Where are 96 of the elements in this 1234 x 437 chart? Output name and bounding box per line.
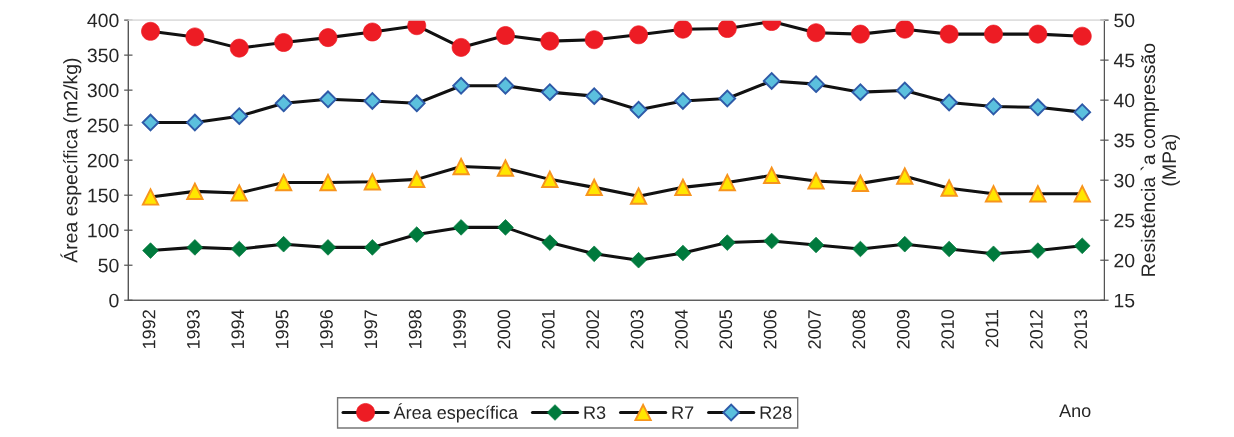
point (718, 173, 736, 192)
y-tick-label: 100 (88, 223, 119, 238)
y2-tick-label: 45 (1113, 53, 1135, 68)
x-tick-label: 1997 (364, 310, 378, 349)
point (807, 75, 825, 93)
point (496, 76, 515, 95)
legend-label: R28 (760, 406, 792, 419)
point (186, 182, 204, 200)
x-tick-label: 2001 (541, 310, 555, 349)
x-tick-label: 1998 (408, 310, 422, 349)
point (630, 252, 647, 269)
y2-tick-label: 30 (1114, 173, 1135, 188)
point (895, 81, 914, 100)
y-tick-label: 350 (87, 48, 119, 63)
point (940, 179, 958, 197)
point (585, 87, 604, 105)
point (186, 113, 204, 132)
y2-tick-label: 15 (1114, 293, 1135, 308)
y2-axis-title: Resistência `a compressão (MPa) (1140, 43, 1180, 276)
point (718, 89, 737, 108)
point (1073, 185, 1091, 203)
point (141, 113, 160, 132)
point (674, 92, 692, 110)
point (319, 90, 337, 109)
point (1029, 185, 1047, 203)
x-tick-label: 2008 (852, 310, 866, 349)
y-tick-label: 200 (87, 153, 119, 168)
point (363, 173, 381, 191)
x-tick-label: 1992 (142, 310, 156, 349)
y2-tick-label: 35 (1114, 133, 1135, 148)
x-tick-label: 2005 (719, 310, 733, 349)
y-tick-label: 400 (87, 13, 119, 28)
x-tick-label: 2000 (497, 309, 511, 349)
point (585, 178, 603, 196)
point (230, 107, 249, 125)
point (1029, 242, 1047, 259)
y-tick-label: 300 (87, 83, 119, 98)
point (1029, 98, 1047, 117)
y2-tick-label: 20 (1114, 253, 1135, 268)
point (141, 188, 160, 206)
point (629, 100, 648, 119)
y-tick-label: 150 (88, 188, 119, 203)
point (231, 240, 248, 258)
legend-label: Área específica (393, 403, 518, 423)
x-tick-label: 2003 (630, 310, 644, 349)
y-tick-label: 0 (109, 293, 119, 308)
point (230, 184, 248, 202)
point (452, 76, 470, 95)
point (496, 159, 515, 177)
point (896, 167, 914, 185)
point (407, 94, 426, 113)
point (452, 157, 470, 176)
x-tick-label: 1996 (320, 310, 333, 349)
point (363, 92, 382, 110)
x-tick-label: 2007 (808, 310, 821, 349)
point (851, 83, 870, 101)
point (984, 97, 1003, 116)
point (763, 166, 781, 184)
y2-tick-label: 40 (1113, 93, 1135, 108)
point (940, 93, 958, 112)
x-tick-label: 1999 (453, 310, 466, 349)
point (541, 83, 559, 101)
x-tick-label: 1993 (186, 310, 200, 349)
x-tick-label: 1994 (231, 309, 245, 349)
y-axis-title: Área específica (m2/kg) (60, 58, 82, 263)
point (1073, 103, 1092, 121)
x-tick-label: 2006 (763, 310, 777, 349)
legend-label: R3 (584, 406, 606, 419)
x-tick-label: 2002 (586, 310, 600, 349)
point (274, 94, 293, 113)
point (275, 173, 293, 192)
point (807, 172, 825, 190)
x-tick-label: 2009 (896, 310, 910, 349)
point (984, 185, 1003, 203)
y2-tick-label: 25 (1114, 213, 1135, 228)
point (674, 178, 692, 196)
point (319, 239, 337, 256)
y-tick-label: 50 (98, 258, 119, 273)
point (541, 170, 559, 188)
x-tick-label: 2012 (1029, 310, 1043, 349)
x-tick-label: 1995 (275, 310, 289, 349)
point (186, 239, 204, 256)
point (762, 72, 781, 90)
y2-tick-label: 50 (1114, 13, 1135, 28)
x-axis-title: Ano (1059, 404, 1091, 418)
x-tick-label: 2013 (1074, 310, 1088, 349)
legend-label: R7 (672, 406, 694, 419)
x-tick-label: 2011 (985, 310, 999, 348)
x-tick-label: 2004 (675, 309, 688, 349)
y-tick-label: 250 (87, 118, 119, 133)
point (985, 245, 1002, 263)
point (629, 187, 648, 205)
point (408, 170, 426, 188)
point (319, 173, 337, 192)
point (851, 174, 870, 192)
x-tick-label: 2010 (941, 309, 954, 349)
